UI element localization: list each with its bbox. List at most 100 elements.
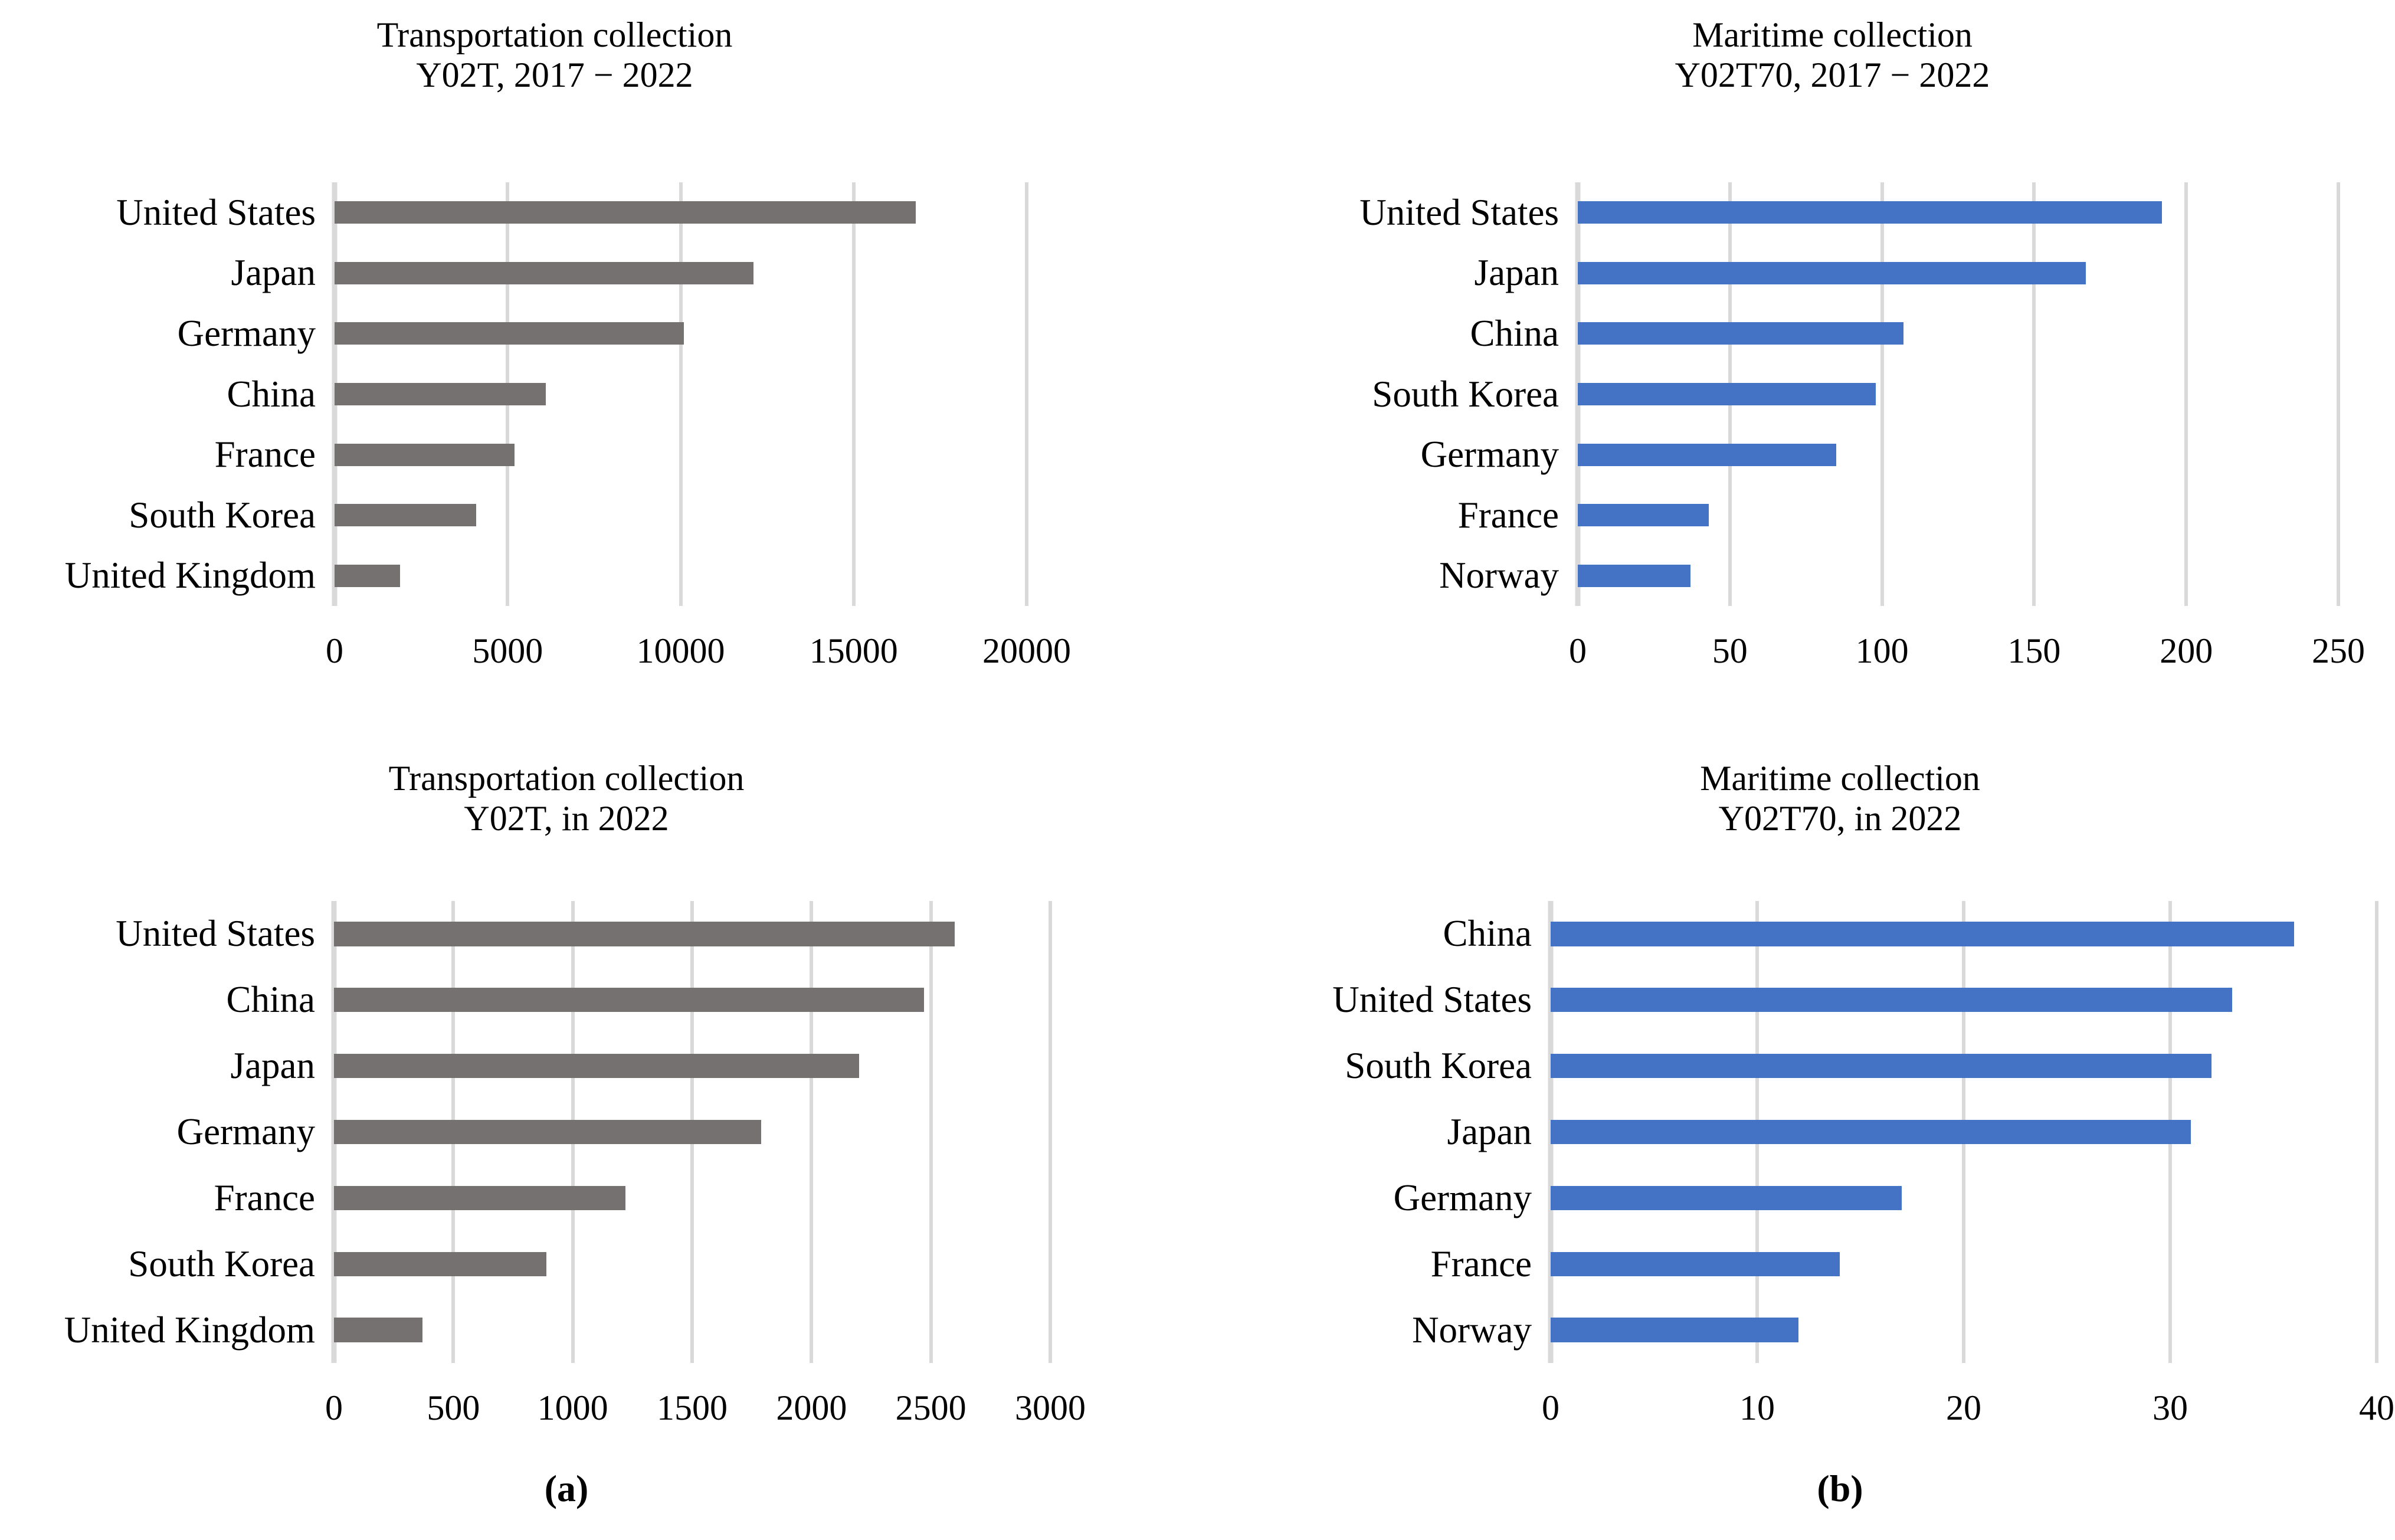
axis-tick-label: 10 [1739,1388,1775,1427]
chart-title-line1: Maritime collection [1692,15,1973,54]
bar [335,383,546,405]
bar-row [1578,243,2338,304]
bar [334,922,955,946]
bar-row [335,545,1027,606]
chart-title: Transportation collection Y02T, 2017 − 20… [83,11,1027,95]
chart-title: Transportation collection Y02T, in 2022 [83,751,1050,838]
chart-title: Maritime collection Y02T70, in 2022 [1303,751,2377,838]
chart-title-line1: Transportation collection [388,759,745,798]
plot-area [332,182,1028,606]
axis-tick-label: 3000 [1015,1388,1086,1427]
bar-row [334,1231,1050,1297]
plot-area [1548,901,2378,1363]
category-label: Japan [1447,1111,1532,1152]
value-axis: 0 50 100 150 200 250 [1569,631,2365,680]
axis-tick-label: 20 [1946,1388,1981,1427]
bar [1551,1053,2211,1079]
gridline [810,901,814,1363]
category-label: Germany [1420,434,1559,476]
axis-tick-label: 50 [1712,631,1748,670]
category-label: China [1470,312,1559,354]
category-label: South Korea [128,1243,315,1285]
chart-title-line2: Y02T70, in 2022 [1718,799,1962,838]
value-axis: 0 5000 10000 15000 20000 [326,631,1071,680]
bar-row [334,901,1050,967]
gridline [679,182,683,606]
chart-body: United States Japan China South Korea German… [1326,182,2340,606]
gridline [1880,182,1884,606]
gridline [1049,901,1052,1363]
category-label: France [1430,1243,1532,1285]
category-label: Japan [231,252,316,294]
category-axis: China United States South Korea Japan German… [1303,901,1551,1363]
category-label: United States [116,191,316,233]
bar-row [1578,424,2338,485]
bar-row [335,303,1027,364]
category-label: China [227,373,316,415]
axis-tick-label: 1000 [537,1388,608,1427]
bar [334,1119,762,1145]
bar [1578,201,2162,224]
value-axis: 0 10 20 30 40 [1542,1388,2394,1437]
chart-body: United States China Japan Germany France Sout… [64,901,1052,1363]
axis-tick-label: 150 [2007,631,2061,670]
chart-body: China United States South Korea Japan German… [1303,901,2378,1363]
bar [1551,1251,1840,1276]
bar-row [1578,182,2338,243]
bars [335,182,1027,606]
axis-tick-label: 2000 [776,1388,847,1427]
chart-transportation-2017-2022: Transportation collection Y02T, 2017 − 20… [65,11,1071,680]
bar [1551,988,2232,1013]
bar [335,443,515,466]
bar [1578,322,1903,345]
bar-row [334,1099,1050,1165]
bar [1578,504,1709,527]
gridline [2184,182,2188,606]
bar-row [1578,364,2338,425]
panel-label-b: (b) [1817,1467,1863,1509]
category-axis: United States Japan China South Korea German… [1326,182,1578,606]
category-label: France [1457,494,1559,536]
bar [334,1185,625,1211]
bar-row [334,1033,1050,1099]
bar-row [335,243,1027,304]
category-label: France [214,1177,315,1218]
bar [334,1053,860,1079]
category-label: United Kingdom [64,1309,315,1351]
chart-body: United States Japan Germany China France Sout… [65,182,1028,606]
bar-row [1578,485,2338,546]
bar [1578,383,1876,405]
category-label: Norway [1439,555,1559,597]
bar-row [1578,303,2338,364]
bar-row [1578,545,2338,606]
bar-row [334,1297,1050,1363]
bar [1551,922,2294,946]
chart-maritime-2017-2022: Maritime collection Y02T70, 2017 − 2022 Un… [1326,11,2365,680]
gridline [2032,182,2036,606]
bar [334,1251,547,1276]
axis-tick-label: 30 [2152,1388,2188,1427]
axis-tick-label: 2500 [895,1388,966,1427]
category-label: Japan [1474,252,1559,294]
chart-title-line1: Transportation collection [376,15,733,54]
bar [335,322,684,345]
bars [1578,182,2338,606]
bar-row [334,967,1050,1033]
bar-row [1551,901,2377,967]
bar-row [335,424,1027,485]
bars [1551,901,2377,1363]
category-label: South Korea [129,494,316,536]
axis-tick-label: 1500 [657,1388,728,1427]
axis-tick-label: 15000 [809,631,898,670]
bar [335,564,401,587]
plot-area [1575,182,2340,606]
chart-title-line1: Maritime collection [1700,759,1980,798]
bars [334,901,1050,1363]
category-label: Germany [176,1111,315,1152]
bar-row [1551,1033,2377,1099]
gridline [2337,182,2340,606]
bar [1578,261,2086,284]
plot-area [331,901,1052,1363]
axis-tick-label: 0 [1569,631,1587,670]
category-label: Japan [230,1045,315,1087]
